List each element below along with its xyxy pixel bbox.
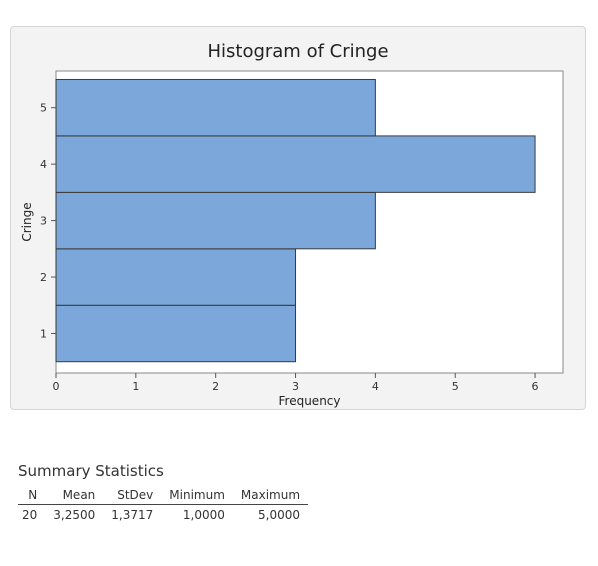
y-tick-label: 2: [40, 271, 47, 284]
value-minimum: 1,0000: [182, 508, 225, 522]
chart-panel: Histogram of Cringe 0 1 2 3 4 5 6 1 2 3 4 5 Frequenc…: [10, 26, 586, 410]
x-tick-label: 0: [53, 380, 60, 393]
summary-statistics: Summary Statistics N Mean StDev Minimum …: [18, 462, 309, 525]
x-tick-label: 2: [212, 380, 219, 393]
x-tick-label: 6: [532, 380, 539, 393]
chart-title: Histogram of Cringe: [207, 41, 389, 62]
x-tick-label: 4: [372, 380, 379, 393]
summary-title: Summary Statistics: [18, 462, 164, 480]
x-tick-label: 3: [292, 380, 299, 393]
y-tick-label: 4: [40, 158, 47, 171]
value-n: 20: [22, 508, 38, 522]
histogram-bar: [55, 248, 297, 306]
header-mean: Mean: [45, 486, 104, 505]
histogram-chart: 0 1 2 3 4 5 6 1 2 3 4 5 Frequency Cringe: [20, 70, 564, 408]
histogram-bar: [55, 135, 536, 193]
y-axis-title: Cringe: [20, 202, 34, 241]
header-stdev: StDev: [103, 486, 162, 505]
header-n: N: [18, 486, 46, 505]
summary-row: 20 3,2500 1,3717 1,0000 5,0000: [18, 505, 308, 525]
y-tick-label: 5: [40, 102, 47, 115]
x-tick-label: 5: [452, 380, 459, 393]
histogram-bar: [55, 78, 376, 137]
x-tick-label: 1: [132, 380, 139, 393]
header-minimum: Minimum: [161, 486, 233, 505]
value-mean: 3,2500: [53, 508, 96, 522]
y-tick-label: 3: [40, 215, 47, 228]
x-axis-title: Frequency: [279, 394, 341, 408]
header-maximum: Maximum: [232, 486, 309, 505]
histogram-bar: [55, 304, 297, 363]
summary-table: N Mean StDev Minimum Maximum 20 3,2500 1…: [18, 486, 309, 525]
summary-header-row: N Mean StDev Minimum Maximum: [18, 486, 309, 505]
value-stdev: 1,3717: [111, 508, 154, 522]
y-tick-label: 1: [40, 327, 47, 340]
histogram-bar: [55, 191, 376, 250]
value-maximum: 5,0000: [258, 508, 301, 522]
